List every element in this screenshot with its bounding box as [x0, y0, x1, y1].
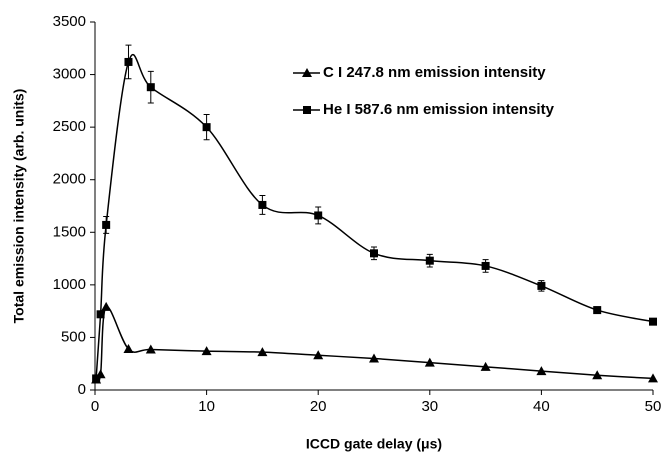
marker — [425, 256, 434, 265]
marker — [145, 344, 156, 354]
y-tick-label: 2000 — [53, 171, 86, 188]
marker — [314, 211, 323, 220]
y-tick-label: 3500 — [53, 13, 86, 30]
x-tick-label: 0 — [91, 398, 99, 415]
marker — [370, 249, 378, 258]
marker — [480, 361, 491, 371]
marker — [124, 57, 133, 66]
x-tick-label: 40 — [533, 398, 550, 415]
series-line — [95, 306, 654, 382]
x-axis-title: ICCD gate delay (μs) — [306, 436, 442, 452]
marker — [592, 370, 603, 380]
marker — [424, 357, 435, 367]
marker — [593, 306, 602, 315]
x-tick-label: 10 — [198, 398, 215, 415]
y-tick-label: 500 — [61, 328, 86, 345]
y-tick-label: 1500 — [53, 223, 86, 240]
y-tick-label: 1000 — [53, 276, 86, 293]
marker — [537, 281, 546, 290]
y-tick-label: 2500 — [53, 118, 86, 135]
marker — [649, 317, 657, 326]
legend-marker — [302, 68, 312, 77]
marker — [258, 200, 267, 209]
x-tick-label: 20 — [310, 398, 327, 415]
marker — [96, 310, 105, 319]
marker — [123, 343, 134, 353]
marker — [92, 374, 101, 383]
marker — [536, 366, 547, 376]
legend-marker — [303, 106, 311, 114]
y-tick-label: 3000 — [53, 66, 86, 83]
marker — [369, 353, 379, 363]
marker — [202, 123, 211, 132]
y-tick-label: 0 — [78, 381, 86, 398]
legend-text: C I 247.8 nm emission intensity — [323, 64, 546, 81]
marker — [648, 373, 658, 383]
marker — [102, 220, 111, 229]
marker — [257, 347, 268, 357]
x-tick-label: 30 — [421, 398, 438, 415]
x-tick-label: 50 — [645, 398, 662, 415]
marker — [201, 346, 212, 356]
marker — [101, 301, 112, 311]
marker — [146, 83, 155, 92]
marker — [481, 261, 490, 270]
marker — [313, 350, 324, 360]
legend-text: He I 587.6 nm emission intensity — [323, 101, 555, 118]
y-axis-title: Total emission intensity (arb. units) — [11, 89, 27, 324]
